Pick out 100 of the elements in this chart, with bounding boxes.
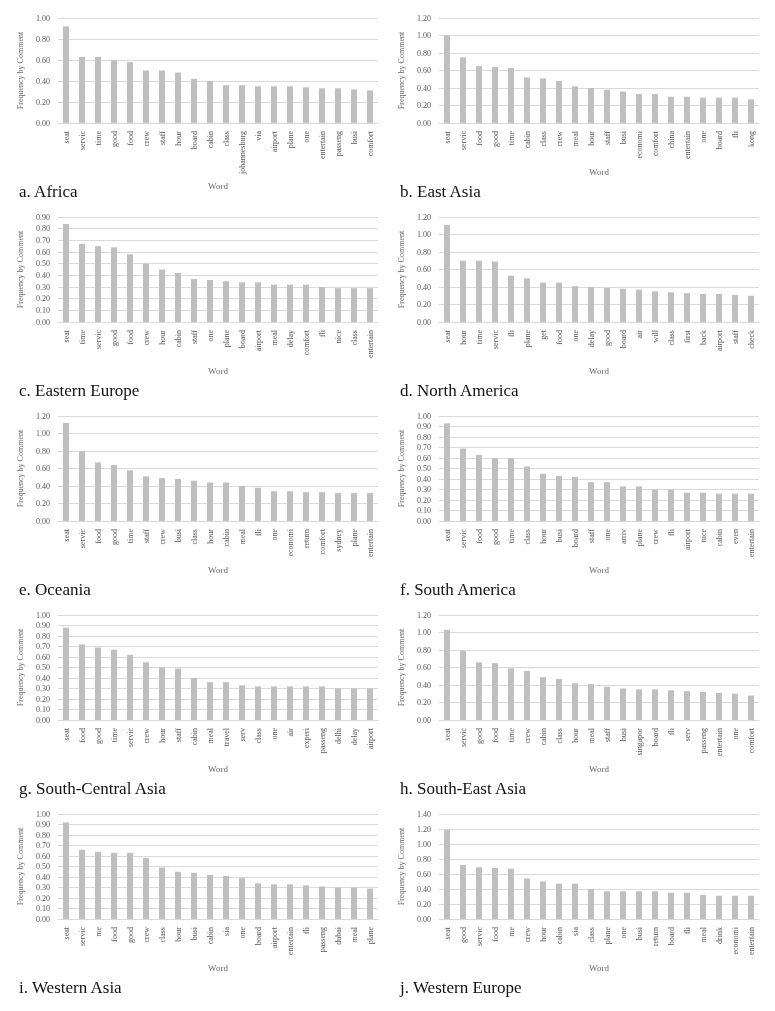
- x-tick-label: travel: [221, 727, 231, 747]
- bar: [716, 895, 722, 919]
- x-tick-label: cabin: [173, 330, 183, 348]
- bar: [700, 492, 706, 521]
- x-tick-label: food: [554, 330, 564, 345]
- x-tick-label: return: [650, 927, 660, 947]
- x-tick-label: class: [253, 728, 263, 744]
- bar: [588, 889, 594, 919]
- bar: [239, 878, 245, 919]
- bar: [508, 668, 514, 720]
- x-tick-label: time: [77, 329, 87, 345]
- bar: [287, 284, 293, 322]
- x-tick-label: time: [93, 130, 103, 146]
- x-tick-label: hour: [173, 130, 183, 146]
- bar: [652, 689, 658, 720]
- bar: [351, 89, 357, 123]
- bar: [732, 294, 738, 322]
- bar: [556, 883, 562, 919]
- x-tick-label: busi: [618, 130, 628, 145]
- x-tick-label: class: [554, 728, 564, 744]
- bar: [191, 278, 197, 322]
- x-tick-label: good: [93, 728, 103, 744]
- bar: [239, 282, 245, 322]
- x-tick-label: time: [109, 727, 119, 743]
- x-tick-label: one: [237, 926, 247, 939]
- bar: [668, 489, 674, 521]
- bar: [732, 895, 738, 919]
- x-axis-title: Word: [589, 763, 610, 774]
- y-axis-title: Frequency by Comment: [396, 827, 406, 906]
- bar: [556, 678, 562, 720]
- bar: [111, 465, 117, 521]
- bar: [207, 682, 213, 720]
- x-tick-label: board: [570, 529, 580, 548]
- x-tick-label: cabin: [554, 927, 564, 945]
- x-tick-label: class: [349, 330, 359, 346]
- x-tick-label: entertain: [682, 131, 692, 159]
- x-tick-label: staff: [173, 727, 183, 743]
- y-tick-label: 0.40: [417, 884, 431, 894]
- text: g. South-Central Asia: [19, 779, 167, 798]
- bar: [460, 260, 466, 322]
- x-tick-label: get: [538, 329, 548, 340]
- text: j. Western Europe: [399, 978, 522, 997]
- bar: [444, 423, 450, 521]
- bar: [572, 883, 578, 919]
- y-tick-label: 0.60: [417, 66, 431, 75]
- x-tick-label: one: [698, 130, 708, 143]
- y-tick-label: 0.90: [36, 212, 50, 222]
- x-tick-label: entertain: [746, 529, 756, 557]
- y-tick-label: 0.40: [36, 872, 50, 882]
- x-axis-title: Word: [589, 962, 610, 973]
- x-tick-label: serv: [237, 728, 247, 742]
- x-tick-label: hour: [570, 727, 580, 743]
- x-tick-label: class: [538, 131, 548, 147]
- x-tick-label: meal: [205, 727, 215, 744]
- x-tick-label: plane: [285, 130, 295, 149]
- bar: [620, 288, 626, 322]
- bar: [79, 56, 85, 123]
- x-tick-label: class: [221, 131, 231, 147]
- x-tick-label: board: [237, 330, 247, 349]
- bar: [540, 282, 546, 322]
- y-axis-title: Frequency by Comment: [15, 429, 25, 508]
- bar: [604, 482, 610, 521]
- bar: [572, 86, 578, 123]
- bar: [492, 868, 498, 919]
- x-tick-label: board: [253, 927, 263, 946]
- x-tick-label: cabin: [714, 529, 724, 547]
- bar: [63, 423, 69, 521]
- y-tick-label: 0.00: [417, 118, 431, 128]
- y-axis-title: Frequency by Comment: [15, 230, 25, 309]
- bar: [319, 686, 325, 720]
- y-tick-label: 0.30: [36, 684, 50, 693]
- bar: [95, 647, 101, 720]
- x-tick-label: good: [125, 927, 135, 943]
- x-tick-label: plane: [349, 528, 359, 547]
- text: a. Africa: [19, 182, 78, 201]
- bar: [492, 261, 498, 322]
- x-tick-label: busi: [349, 130, 359, 145]
- x-tick-label: hour: [586, 130, 596, 146]
- y-tick-label: 0.00: [36, 914, 50, 924]
- bar: [127, 470, 133, 521]
- bar: [732, 97, 738, 123]
- x-axis-title: Word: [589, 166, 610, 177]
- x-tick-label: experi: [301, 727, 311, 748]
- y-tick-label: 0.40: [36, 481, 50, 491]
- bar: [700, 294, 706, 322]
- y-tick-label: 0.60: [417, 663, 431, 672]
- x-tick-label: board: [618, 330, 628, 349]
- bar: [351, 288, 357, 322]
- bar: [444, 629, 450, 720]
- bar: [95, 246, 101, 322]
- x-tick-label: cabin: [205, 131, 215, 149]
- bar: [684, 96, 690, 123]
- x-tick-label: food: [93, 529, 103, 544]
- x-tick-label: servic: [474, 926, 484, 947]
- bar: [668, 690, 674, 720]
- x-tick-label: cabin: [221, 529, 231, 547]
- x-tick-label: passeng: [317, 728, 327, 754]
- x-tick-label: seat: [442, 329, 452, 343]
- y-tick-label: 0.90: [417, 422, 431, 431]
- bar: [239, 85, 245, 123]
